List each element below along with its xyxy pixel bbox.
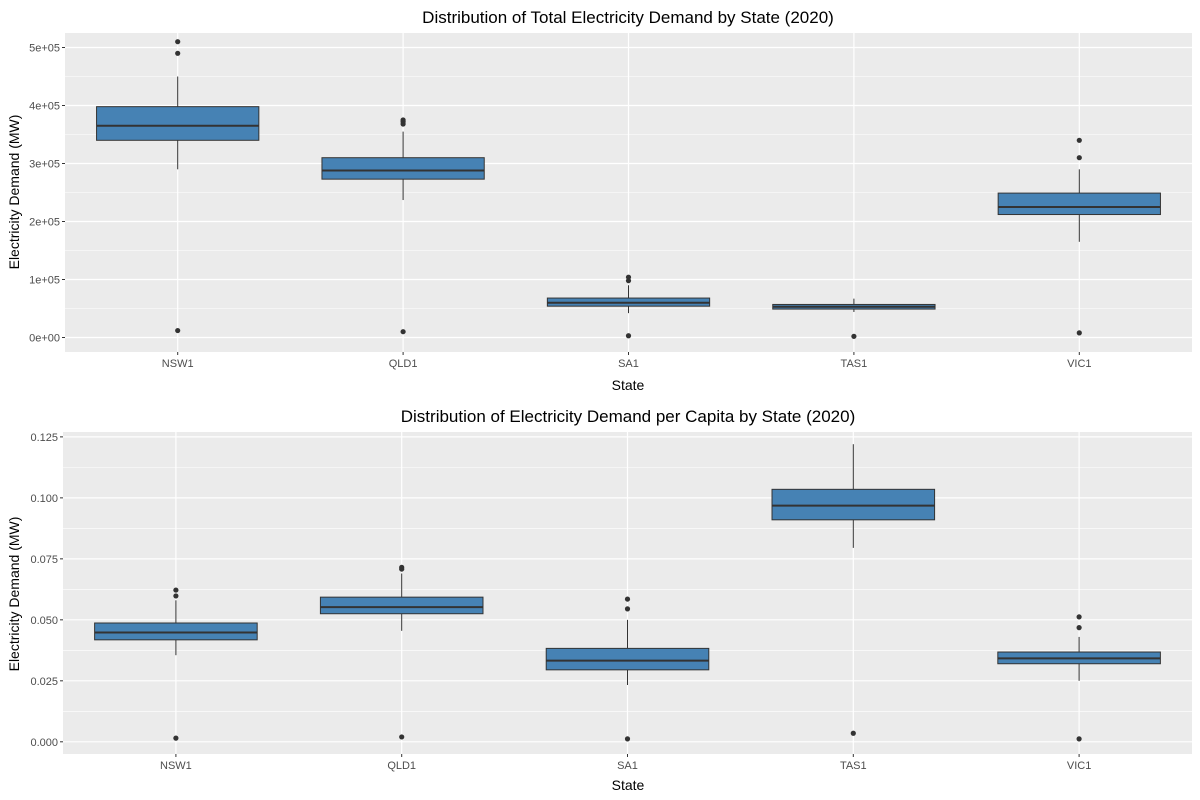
box-qld1 bbox=[319, 564, 484, 740]
chart1-y-ticks: 0e+00 1e+05 2e+05 3e+05 4e+05 5e+05 bbox=[29, 43, 65, 345]
box-iqr bbox=[96, 106, 260, 141]
y-tick-label: 0.100 bbox=[30, 493, 58, 505]
x-tick-label: TAS1 bbox=[841, 358, 868, 370]
outlier-point bbox=[624, 606, 631, 612]
outlier-point bbox=[1076, 614, 1082, 620]
chart1-boxes bbox=[96, 39, 1161, 339]
chart2-y-ticks: 0.000 0.025 0.050 0.075 0.100 0.125 bbox=[30, 432, 63, 749]
chart-per-capita-demand: Distribution of Electricity Demand per C… bbox=[6, 407, 1192, 793]
chart1-title: Distribution of Total Electricity Demand… bbox=[422, 8, 834, 27]
box-iqr bbox=[997, 192, 1161, 216]
chart2-boxes bbox=[94, 444, 1161, 742]
box-iqr bbox=[319, 596, 484, 615]
outlier-point bbox=[850, 730, 856, 736]
chart2-x-axis-title: State bbox=[612, 777, 645, 793]
chart2-title: Distribution of Electricity Demand per C… bbox=[401, 407, 855, 426]
y-tick-label: 2e+05 bbox=[29, 217, 60, 229]
box-nsw1 bbox=[96, 39, 260, 334]
y-tick-label: 5e+05 bbox=[29, 43, 60, 55]
outlier-point bbox=[399, 566, 405, 572]
y-tick-label: 3e+05 bbox=[29, 159, 60, 171]
x-tick-label: QLD1 bbox=[389, 358, 418, 370]
box-iqr bbox=[545, 647, 710, 671]
outlier-point bbox=[625, 333, 632, 339]
x-tick-label: VIC1 bbox=[1067, 760, 1091, 772]
box-vic1 bbox=[997, 137, 1161, 336]
chart1-x-axis-title: State bbox=[612, 377, 645, 393]
y-tick-label: 4e+05 bbox=[29, 101, 60, 113]
outlier-point bbox=[625, 278, 632, 284]
outlier-point bbox=[175, 39, 181, 45]
outlier-point bbox=[173, 587, 179, 593]
chart2-y-axis-title: Electricity Demand (MW) bbox=[6, 517, 22, 672]
chart-total-demand: Distribution of Total Electricity Demand… bbox=[6, 8, 1192, 393]
x-tick-label: SA1 bbox=[618, 358, 639, 370]
outlier-point bbox=[173, 735, 179, 741]
outlier-point bbox=[1076, 137, 1082, 143]
outlier-point bbox=[1076, 625, 1082, 631]
box-iqr bbox=[321, 157, 485, 180]
outlier-point bbox=[399, 734, 405, 740]
box-tas1 bbox=[772, 298, 936, 339]
y-tick-label: 0.075 bbox=[30, 554, 58, 566]
chart2-gridlines bbox=[63, 432, 1192, 754]
outlier-point bbox=[624, 736, 631, 742]
outlier-point bbox=[624, 596, 631, 602]
box-tas1 bbox=[771, 444, 936, 736]
outlier-point bbox=[400, 121, 406, 127]
outlier-point bbox=[1076, 736, 1082, 742]
box-sa1 bbox=[546, 274, 711, 339]
chart1-x-ticks: NSW1 QLD1 SA1 TAS1 VIC1 bbox=[162, 352, 1092, 370]
x-tick-label: QLD1 bbox=[387, 760, 416, 772]
y-tick-label: 0.050 bbox=[30, 615, 58, 627]
outlier-point bbox=[173, 593, 179, 599]
x-tick-label: NSW1 bbox=[160, 760, 192, 772]
y-tick-label: 0e+00 bbox=[29, 333, 60, 345]
y-tick-label: 0.000 bbox=[30, 737, 58, 749]
x-tick-label: NSW1 bbox=[162, 358, 194, 370]
box-iqr bbox=[771, 488, 936, 521]
y-tick-label: 0.125 bbox=[30, 432, 58, 444]
outlier-point bbox=[175, 50, 181, 56]
outlier-point bbox=[1076, 155, 1082, 161]
chart2-x-ticks: NSW1 QLD1 SA1 TAS1 VIC1 bbox=[160, 754, 1091, 772]
x-tick-label: SA1 bbox=[617, 760, 638, 772]
outlier-point bbox=[175, 327, 181, 334]
box-iqr bbox=[94, 622, 258, 641]
chart1-gridlines bbox=[65, 33, 1192, 352]
outlier-point bbox=[400, 329, 406, 335]
y-tick-label: 1e+05 bbox=[29, 275, 60, 287]
box-vic1 bbox=[997, 614, 1161, 742]
outlier-point bbox=[851, 333, 857, 339]
chart1-y-axis-title: Electricity Demand (MW) bbox=[6, 115, 22, 270]
box-nsw1 bbox=[94, 587, 258, 741]
outlier-point bbox=[1076, 330, 1082, 336]
x-tick-label: TAS1 bbox=[840, 760, 867, 772]
box-sa1 bbox=[545, 596, 710, 742]
x-tick-label: VIC1 bbox=[1067, 358, 1091, 370]
box-qld1 bbox=[321, 117, 485, 335]
y-tick-label: 0.025 bbox=[30, 676, 58, 688]
